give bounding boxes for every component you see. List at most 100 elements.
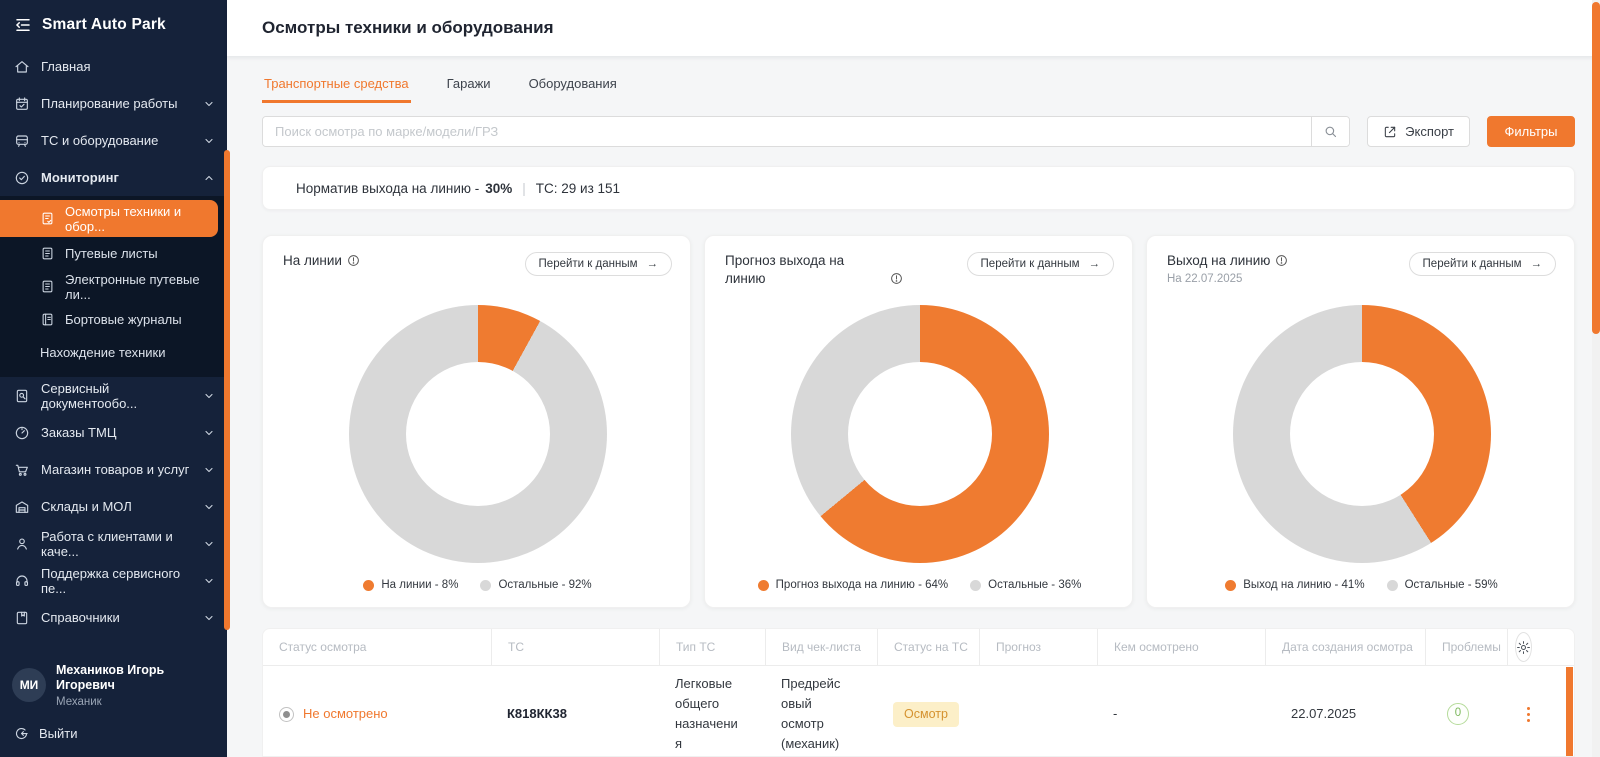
chevron-down-icon: [203, 98, 215, 110]
filters-button[interactable]: Фильтры: [1487, 116, 1575, 147]
sidebar-item-label: Сервисный документообо...: [41, 380, 138, 411]
banner-value: 30%: [485, 180, 513, 196]
problems-cell: 0: [1425, 695, 1507, 733]
sidebar-item-orders[interactable]: Заказы ТМЦ: [0, 414, 227, 451]
arrow-right-icon: →: [646, 258, 659, 270]
inspections-table: Статус осмотра ТС Тип ТС Вид чек-листа С…: [262, 628, 1575, 757]
info-icon[interactable]: [1275, 254, 1288, 267]
gear-icon[interactable]: [1515, 632, 1532, 662]
table-scrollbar[interactable]: [1566, 667, 1573, 756]
home-icon: [14, 59, 30, 75]
donut-chart-on-line: [348, 304, 607, 563]
calendar-icon: [14, 96, 30, 112]
norm-banner: Норматив выхода на линию - 30% | ТС: 29 …: [262, 166, 1575, 210]
sidebar-item-label: Нахождение техники: [40, 345, 166, 360]
chevron-down-icon: [203, 501, 215, 513]
sidebar-scrollbar[interactable]: [224, 150, 230, 630]
sidebar-item-equipment-location[interactable]: Нахождение техники: [0, 336, 227, 369]
export-button[interactable]: Экспорт: [1367, 116, 1470, 147]
chevron-down-icon: [203, 612, 215, 624]
sidebar-item-support[interactable]: Поддержка сервисного пе...: [0, 562, 227, 599]
chevron-down-icon: [203, 538, 215, 550]
problems-count-badge[interactable]: 0: [1447, 703, 1469, 726]
row-actions-cell: [1507, 695, 1574, 734]
legend-dot-gray: [1386, 579, 1398, 591]
info-icon[interactable]: [347, 254, 360, 267]
sidebar-item-home[interactable]: Главная: [0, 48, 227, 85]
sidebar-item-monitoring[interactable]: Мониторинг: [0, 159, 227, 196]
info-icon[interactable]: [890, 272, 903, 285]
export-label: Экспорт: [1405, 124, 1454, 139]
legend-dot-orange: [363, 579, 375, 591]
sidebar-item-label: Электронные путевые ли...: [65, 271, 200, 302]
table-header-row: Статус осмотра ТС Тип ТС Вид чек-листа С…: [263, 629, 1574, 666]
sidebar-item-shop[interactable]: Магазин товаров и услуг: [0, 451, 227, 488]
vehicle-plate: К818КК38: [507, 706, 567, 722]
tab-vehicles[interactable]: Транспортные средства: [262, 70, 411, 103]
banner-suffix: ТС: 29 из 151: [535, 180, 621, 196]
column-header: Статус осмотра: [279, 640, 367, 654]
tab-equipment[interactable]: Оборудования: [528, 76, 617, 91]
sidebar-item-label: Планирование работы: [41, 96, 178, 111]
table-row[interactable]: Не осмотрено К818КК38 Легковые общего на…: [263, 666, 1574, 756]
sidebar-item-label: Работа с клиентами и каче...: [41, 528, 173, 559]
sidebar-item-ewaybills[interactable]: Электронные путевые ли...: [0, 270, 227, 303]
sidebar-item-label: Справочники: [41, 610, 120, 625]
search-button[interactable]: [1311, 117, 1350, 146]
column-header: Кем осмотрено: [1097, 629, 1265, 665]
monitoring-submenu: Осмотры техники и обор... Путевые листы …: [0, 196, 227, 377]
sidebar-item-label: ТС и оборудование: [41, 133, 159, 148]
donut-chart-forecast: [790, 304, 1049, 563]
legend-label: Прогноз выхода на линию - 64%: [775, 579, 949, 591]
sidebar-item-service-docs[interactable]: Сервисный документообо...: [0, 377, 227, 414]
sidebar: Smart Auto Park Главная Планирование раб…: [0, 0, 227, 757]
legend-dot-gray: [970, 579, 982, 591]
headset-icon: [14, 573, 30, 589]
chevron-down-icon: [203, 575, 215, 587]
sidebar-item-label: Путевые листы: [65, 246, 158, 261]
sidebar-item-label: Осмотры техники и обор...: [65, 203, 182, 234]
user-name: Механиков Игорь Игоревич: [56, 662, 165, 693]
logout-button[interactable]: Выйти: [0, 714, 227, 757]
goto-data-button[interactable]: Перейти к данным →: [966, 252, 1114, 276]
vehicle-status-cell: Осмотр: [877, 694, 979, 735]
page-scrollbar-thumb[interactable]: [1592, 2, 1600, 334]
sidebar-item-label: Поддержка сервисного пе...: [41, 565, 181, 596]
chart-title: Выход на линию: [1167, 253, 1271, 268]
sidebar-item-planning[interactable]: Планирование работы: [0, 85, 227, 122]
inspected-by-cell: -: [1113, 706, 1118, 722]
donut-zone: [1167, 292, 1556, 575]
row-menu-icon[interactable]: [1523, 703, 1534, 726]
legend-label: Остальные - 36%: [988, 579, 1082, 591]
goto-data-button[interactable]: Перейти к данным →: [524, 252, 672, 276]
tab-garages[interactable]: Гаражи: [446, 76, 491, 91]
cart-icon: [14, 462, 30, 478]
person-icon: [14, 536, 30, 552]
sidebar-item-logbooks[interactable]: Бортовые журналы: [0, 303, 227, 336]
user-role: Механик: [56, 696, 102, 708]
sidebar-nav: Главная Планирование работы ТС и оборудо…: [0, 48, 227, 636]
sidebar-item-directories[interactable]: Справочники: [0, 599, 227, 636]
gauge-icon: [14, 425, 30, 441]
sidebar-item-clients[interactable]: Работа с клиентами и каче...: [0, 525, 227, 562]
sidebar-item-inspections[interactable]: Осмотры техники и обор...: [0, 200, 218, 237]
donut-zone: [725, 292, 1114, 575]
card-head: Прогноз выхода на линию Перейти к данным…: [725, 252, 1114, 292]
search-input[interactable]: [263, 117, 1312, 146]
sidebar-item-vehicles[interactable]: ТС и оборудование: [0, 122, 227, 159]
collapse-sidebar-icon[interactable]: [14, 16, 32, 34]
goto-data-button[interactable]: Перейти к данным →: [1408, 252, 1556, 276]
sidebar-item-waybills[interactable]: Путевые листы: [0, 237, 227, 270]
sidebar-item-warehouses[interactable]: Склады и МОЛ: [0, 488, 227, 525]
legend-label: Остальные - 59%: [1404, 579, 1498, 591]
chart-legend: Прогноз выхода на линию - 64% Остальные …: [725, 575, 1114, 591]
doc-search-icon: [14, 388, 30, 404]
inspection-status-label: Не осмотрено: [303, 706, 388, 722]
warehouse-icon: [14, 499, 30, 515]
column-header: Вид чек-листа: [765, 629, 877, 665]
user-profile[interactable]: МИ Механиков Игорь Игоревич Механик: [0, 653, 227, 714]
banner-prefix: Норматив выхода на линию -: [296, 180, 480, 196]
chart-card-line-exit: Выход на линию На 22.07.2025 Перейти к д…: [1146, 235, 1575, 608]
status-badge: Осмотр: [893, 701, 959, 727]
sidebar-item-label: Заказы ТМЦ: [41, 425, 117, 440]
